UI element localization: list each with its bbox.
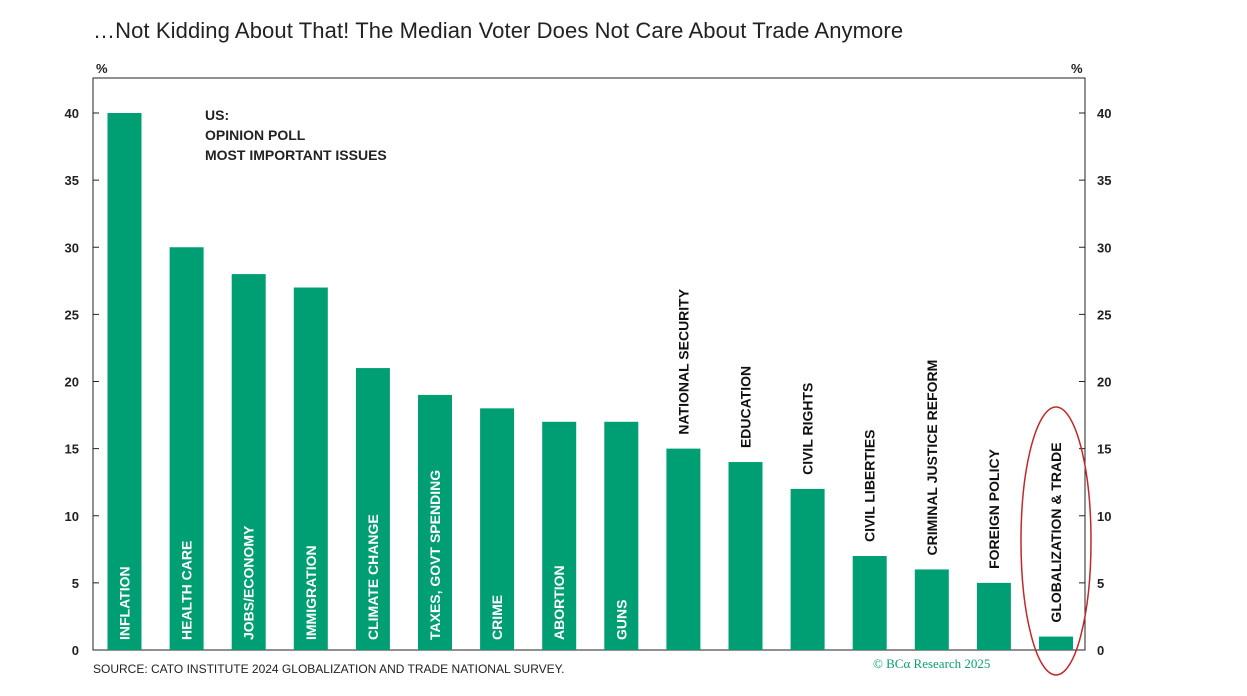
y-tick-label-right: 15 — [1097, 442, 1111, 457]
bar-label: JOBS/ECONOMY — [241, 525, 257, 640]
y-tick-label-right: 0 — [1097, 643, 1104, 658]
annotation-line-2: OPINION POLL — [205, 127, 306, 143]
y-tick-label-left: 40 — [65, 106, 79, 121]
bar — [231, 274, 266, 650]
bar — [728, 462, 763, 650]
bar — [542, 421, 577, 650]
bar-label: INFLATION — [117, 566, 133, 640]
y-tick-label-right: 35 — [1097, 173, 1111, 188]
bar-label: EDUCATION — [738, 366, 754, 448]
bar — [914, 569, 949, 650]
y-tick-label-right: 20 — [1097, 375, 1111, 390]
bar — [107, 113, 142, 650]
bar-label: ABORTION — [551, 565, 567, 640]
bar — [418, 394, 452, 650]
bar — [293, 287, 328, 650]
y-tick-label-right: 10 — [1097, 509, 1111, 524]
source-note: SOURCE: CATO INSTITUTE 2024 GLOBALIZATIO… — [93, 662, 565, 676]
bar-label: HEALTH CARE — [179, 541, 195, 640]
y-tick-label-right: 5 — [1097, 576, 1104, 591]
bar-label: GUNS — [613, 600, 629, 640]
bar — [790, 488, 825, 650]
bar — [666, 448, 701, 650]
y-tick-label-left: 10 — [65, 509, 79, 524]
bca-logo: © BCα Research 2025 — [873, 656, 991, 671]
y-tick-label-left: 30 — [65, 240, 79, 255]
y-tick-label-left: 0 — [72, 643, 79, 658]
bar-label: TAXES, GOVT SPENDING — [427, 470, 443, 640]
annotation-line-3: MOST IMPORTANT ISSUES — [205, 147, 387, 163]
annotation-line-1: US: — [205, 107, 230, 123]
bar-label: CRIMINAL JUSTICE REFORM — [924, 360, 940, 556]
bar-label: IMMIGRATION — [303, 545, 319, 640]
y-tick-label-right: 25 — [1097, 307, 1111, 322]
bar-label: FOREIGN POLICY — [986, 448, 1002, 568]
plot-frame — [92, 77, 1086, 651]
y-tick-label-left: 35 — [65, 173, 79, 188]
bar-label: CIVIL LIBERTIES — [862, 429, 878, 542]
bar-label: CIVIL RIGHTS — [800, 383, 816, 475]
left-axis-unit: % — [96, 61, 108, 76]
highlight-ellipse — [1020, 406, 1092, 676]
bar — [355, 368, 390, 650]
right-axis-unit: % — [1071, 61, 1083, 76]
bar-label: GLOBALIZATION & TRADE — [1048, 442, 1064, 622]
bar — [480, 408, 515, 650]
bar — [852, 556, 887, 650]
chart-annotation: US: OPINION POLL MOST IMPORTANT ISSUES — [205, 105, 387, 165]
bar — [604, 421, 639, 650]
bar — [1039, 636, 1073, 650]
y-tick-label-left: 15 — [65, 442, 79, 457]
chart-title: …Not Kidding About That! The Median Vote… — [93, 18, 904, 43]
y-tick-label-right: 40 — [1097, 106, 1111, 121]
bar-label: NATIONAL SECURITY — [675, 288, 691, 434]
bar — [976, 582, 1011, 650]
bar-label: CRIME — [489, 595, 505, 640]
bar — [169, 247, 204, 650]
y-tick-label-left: 20 — [65, 375, 79, 390]
y-tick-label-right: 30 — [1097, 240, 1111, 255]
y-tick-label-left: 5 — [72, 576, 79, 591]
bar-label: CLIMATE CHANGE — [365, 514, 381, 640]
y-tick-label-left: 25 — [65, 307, 79, 322]
